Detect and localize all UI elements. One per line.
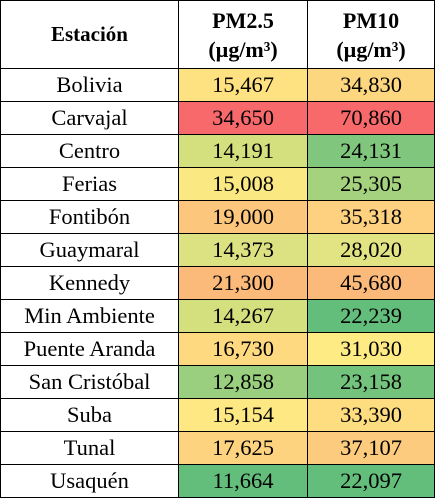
table-header: Estación PM2.5 (µg/m³) PM10 (µg/m³) xyxy=(0,0,435,69)
pm25-value-cell: 14,373 xyxy=(178,233,308,267)
table-row: Kennedy 21,300 45,680 xyxy=(0,266,435,300)
station-name-cell: Centro xyxy=(0,134,179,168)
pm10-header-label: PM10 xyxy=(342,7,400,33)
pm10-value-cell: 34,830 xyxy=(307,68,435,102)
table-row: San Cristóbal 12,858 23,158 xyxy=(0,365,435,399)
header-row: Estación PM2.5 (µg/m³) PM10 (µg/m³) xyxy=(0,0,435,69)
pm25-value-cell: 15,008 xyxy=(178,167,308,201)
pm25-value-cell: 11,664 xyxy=(178,464,308,498)
table-row: Tunal 17,625 37,107 xyxy=(0,431,435,465)
station-name-cell: Suba xyxy=(0,398,179,432)
station-header-label: Estación xyxy=(50,22,128,46)
pm10-value-cell: 28,020 xyxy=(307,233,435,267)
pm10-value-cell: 23,158 xyxy=(307,365,435,399)
station-name-cell: Min Ambiente xyxy=(0,299,179,333)
pm25-value-cell: 16,730 xyxy=(178,332,308,366)
station-name-cell: Puente Aranda xyxy=(0,332,179,366)
pm10-value-cell: 45,680 xyxy=(307,266,435,300)
table-row: Suba 15,154 33,390 xyxy=(0,398,435,432)
pm25-header-label: PM2.5 xyxy=(212,7,274,33)
station-name-cell: Usaquén xyxy=(0,464,179,498)
pm25-value-cell: 19,000 xyxy=(178,200,308,234)
station-name-cell: Bolivia xyxy=(0,68,179,102)
pm25-value-cell: 21,300 xyxy=(178,266,308,300)
station-name-cell: Kennedy xyxy=(0,266,179,300)
pm25-value-cell: 14,191 xyxy=(178,134,308,168)
pm10-value-cell: 33,390 xyxy=(307,398,435,432)
station-name-cell: Carvajal xyxy=(0,101,179,135)
pm25-header-unit: (µg/m³) xyxy=(208,36,278,62)
table-row: Guaymaral 14,373 28,020 xyxy=(0,233,435,267)
station-name-cell: Guaymaral xyxy=(0,233,179,267)
pm10-value-cell: 70,860 xyxy=(307,101,435,135)
pm10-column-header: PM10 (µg/m³) xyxy=(307,0,435,69)
pm10-value-cell: 31,030 xyxy=(307,332,435,366)
station-name-cell: Ferias xyxy=(0,167,179,201)
pm10-value-cell: 24,131 xyxy=(307,134,435,168)
table-row: Ferias 15,008 25,305 xyxy=(0,167,435,201)
pm10-header-unit: (µg/m³) xyxy=(336,36,406,62)
pm25-value-cell: 34,650 xyxy=(178,101,308,135)
table-row: Fontibón 19,000 35,318 xyxy=(0,200,435,234)
station-name-cell: Fontibón xyxy=(0,200,179,234)
pm10-value-cell: 35,318 xyxy=(307,200,435,234)
pm10-value-cell: 25,305 xyxy=(307,167,435,201)
pm25-value-cell: 14,267 xyxy=(178,299,308,333)
station-column-header: Estación xyxy=(0,0,179,69)
pm10-value-cell: 22,239 xyxy=(307,299,435,333)
pm10-value-cell: 22,097 xyxy=(307,464,435,498)
pm25-value-cell: 17,625 xyxy=(178,431,308,465)
station-name-cell: San Cristóbal xyxy=(0,365,179,399)
table-row: Min Ambiente 14,267 22,239 xyxy=(0,299,435,333)
station-name-cell: Tunal xyxy=(0,431,179,465)
table-body: Bolivia 15,467 34,830 Carvajal 34,650 70,860 C… xyxy=(0,68,435,498)
table-row: Centro 14,191 24,131 xyxy=(0,134,435,168)
table-row: Puente Aranda 16,730 31,030 xyxy=(0,332,435,366)
pm25-value-cell: 15,467 xyxy=(178,68,308,102)
pm25-column-header: PM2.5 (µg/m³) xyxy=(178,0,308,69)
table-row: Bolivia 15,467 34,830 xyxy=(0,68,435,102)
pm25-value-cell: 15,154 xyxy=(178,398,308,432)
table-row: Usaquén 11,664 22,097 xyxy=(0,464,435,498)
pm10-value-cell: 37,107 xyxy=(307,431,435,465)
table-row: Carvajal 34,650 70,860 xyxy=(0,101,435,135)
pm25-value-cell: 12,858 xyxy=(178,365,308,399)
